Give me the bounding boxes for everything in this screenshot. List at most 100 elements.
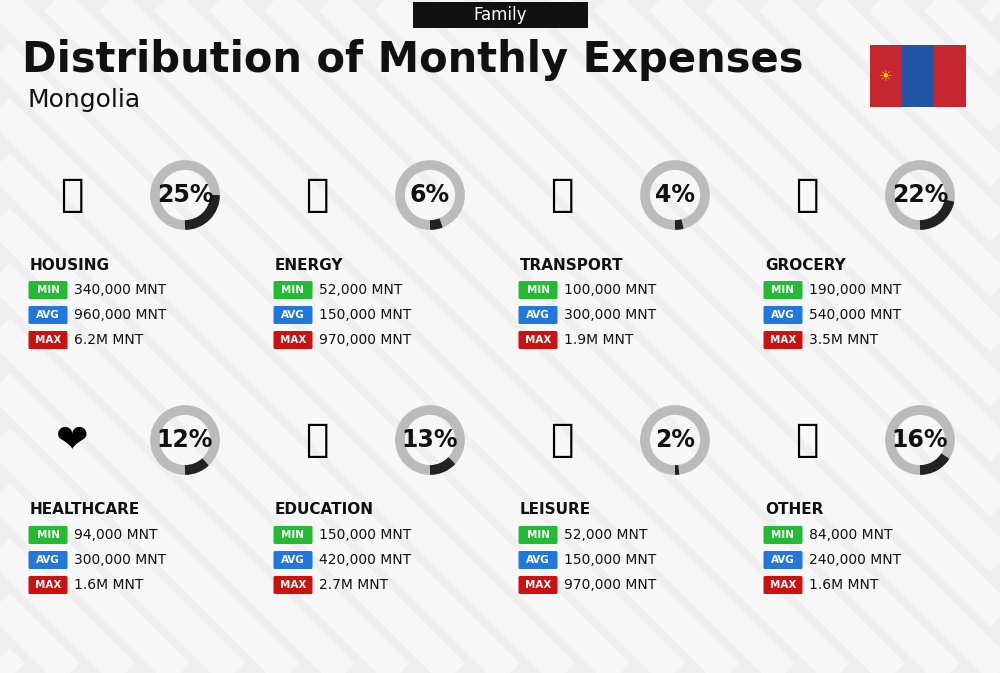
FancyBboxPatch shape	[28, 331, 68, 349]
Text: 16%: 16%	[892, 428, 948, 452]
FancyBboxPatch shape	[518, 576, 558, 594]
FancyBboxPatch shape	[764, 331, 802, 349]
Text: 300,000 MNT: 300,000 MNT	[74, 553, 166, 567]
Text: 100,000 MNT: 100,000 MNT	[564, 283, 656, 297]
Text: 6.2M MNT: 6.2M MNT	[74, 333, 143, 347]
Text: 25%: 25%	[157, 183, 213, 207]
Text: 540,000 MNT: 540,000 MNT	[809, 308, 901, 322]
Text: MAX: MAX	[770, 335, 796, 345]
Text: HEALTHCARE: HEALTHCARE	[30, 503, 140, 518]
Text: 970,000 MNT: 970,000 MNT	[564, 578, 656, 592]
Text: HOUSING: HOUSING	[30, 258, 110, 273]
FancyBboxPatch shape	[274, 576, 312, 594]
Text: 🔌: 🔌	[305, 176, 329, 214]
FancyBboxPatch shape	[274, 281, 312, 299]
FancyBboxPatch shape	[274, 551, 312, 569]
Text: 🎓: 🎓	[305, 421, 329, 459]
Text: TRANSPORT: TRANSPORT	[520, 258, 624, 273]
FancyBboxPatch shape	[518, 281, 558, 299]
FancyBboxPatch shape	[28, 551, 68, 569]
Text: 420,000 MNT: 420,000 MNT	[319, 553, 411, 567]
Text: EDUCATION: EDUCATION	[275, 503, 374, 518]
Text: 300,000 MNT: 300,000 MNT	[564, 308, 656, 322]
Text: Mongolia: Mongolia	[27, 88, 140, 112]
Text: 240,000 MNT: 240,000 MNT	[809, 553, 901, 567]
FancyBboxPatch shape	[274, 526, 312, 544]
Text: 1.6M MNT: 1.6M MNT	[809, 578, 878, 592]
FancyBboxPatch shape	[518, 331, 558, 349]
FancyBboxPatch shape	[518, 306, 558, 324]
Text: AVG: AVG	[36, 310, 60, 320]
FancyBboxPatch shape	[764, 576, 802, 594]
Text: 52,000 MNT: 52,000 MNT	[319, 283, 402, 297]
FancyBboxPatch shape	[274, 306, 312, 324]
FancyBboxPatch shape	[28, 576, 68, 594]
Text: 🚌: 🚌	[550, 176, 574, 214]
Text: AVG: AVG	[771, 555, 795, 565]
Text: AVG: AVG	[526, 555, 550, 565]
Text: MAX: MAX	[770, 580, 796, 590]
Text: MIN: MIN	[282, 530, 304, 540]
Text: MAX: MAX	[280, 335, 306, 345]
Text: 84,000 MNT: 84,000 MNT	[809, 528, 893, 542]
Text: LEISURE: LEISURE	[520, 503, 591, 518]
Text: 1.9M MNT: 1.9M MNT	[564, 333, 633, 347]
Text: 🏢: 🏢	[60, 176, 84, 214]
Text: ENERGY: ENERGY	[275, 258, 344, 273]
Text: 150,000 MNT: 150,000 MNT	[564, 553, 656, 567]
Text: 970,000 MNT: 970,000 MNT	[319, 333, 411, 347]
Text: Distribution of Monthly Expenses: Distribution of Monthly Expenses	[22, 39, 804, 81]
Text: 3.5M MNT: 3.5M MNT	[809, 333, 878, 347]
Text: 🛍: 🛍	[550, 421, 574, 459]
Text: MAX: MAX	[35, 580, 61, 590]
FancyBboxPatch shape	[28, 306, 68, 324]
Text: 340,000 MNT: 340,000 MNT	[74, 283, 166, 297]
Text: MIN: MIN	[282, 285, 304, 295]
Text: MAX: MAX	[35, 335, 61, 345]
Text: MIN: MIN	[36, 530, 60, 540]
FancyBboxPatch shape	[518, 526, 558, 544]
Text: 150,000 MNT: 150,000 MNT	[319, 528, 411, 542]
Text: GROCERY: GROCERY	[765, 258, 846, 273]
Text: MIN: MIN	[526, 285, 550, 295]
Text: OTHER: OTHER	[765, 503, 823, 518]
FancyBboxPatch shape	[28, 526, 68, 544]
FancyBboxPatch shape	[870, 45, 901, 107]
FancyBboxPatch shape	[764, 306, 802, 324]
Text: MAX: MAX	[525, 580, 551, 590]
Text: MIN: MIN	[526, 530, 550, 540]
Text: AVG: AVG	[281, 555, 305, 565]
Text: AVG: AVG	[526, 310, 550, 320]
Text: 52,000 MNT: 52,000 MNT	[564, 528, 647, 542]
Text: 2.7M MNT: 2.7M MNT	[319, 578, 388, 592]
Text: 🛒: 🛒	[795, 176, 819, 214]
Text: MIN: MIN	[772, 285, 794, 295]
Text: 6%: 6%	[410, 183, 450, 207]
FancyBboxPatch shape	[28, 281, 68, 299]
FancyBboxPatch shape	[901, 45, 934, 107]
FancyBboxPatch shape	[764, 281, 802, 299]
FancyBboxPatch shape	[413, 2, 588, 28]
Text: AVG: AVG	[281, 310, 305, 320]
Text: AVG: AVG	[36, 555, 60, 565]
Text: 22%: 22%	[892, 183, 948, 207]
Text: 13%: 13%	[402, 428, 458, 452]
Text: 1.6M MNT: 1.6M MNT	[74, 578, 143, 592]
Text: MIN: MIN	[36, 285, 60, 295]
FancyBboxPatch shape	[518, 551, 558, 569]
Text: 94,000 MNT: 94,000 MNT	[74, 528, 158, 542]
Text: MAX: MAX	[525, 335, 551, 345]
FancyBboxPatch shape	[934, 45, 966, 107]
Text: MAX: MAX	[280, 580, 306, 590]
Text: 👛: 👛	[795, 421, 819, 459]
Text: 12%: 12%	[157, 428, 213, 452]
Text: AVG: AVG	[771, 310, 795, 320]
FancyBboxPatch shape	[274, 331, 312, 349]
Text: ❤: ❤	[56, 421, 88, 459]
Text: 2%: 2%	[655, 428, 695, 452]
Text: 190,000 MNT: 190,000 MNT	[809, 283, 901, 297]
Text: 960,000 MNT: 960,000 MNT	[74, 308, 166, 322]
FancyBboxPatch shape	[764, 551, 802, 569]
Text: 4%: 4%	[655, 183, 695, 207]
Text: Family: Family	[473, 6, 527, 24]
